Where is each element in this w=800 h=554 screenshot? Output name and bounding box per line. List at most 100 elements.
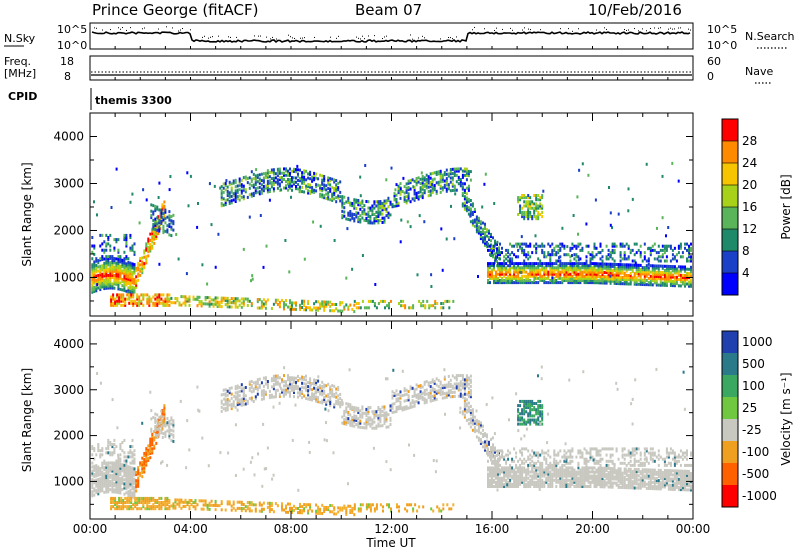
radar-cell [303,182,306,186]
radar-cell [373,507,376,511]
radar-cell [232,181,235,185]
radar-cell [156,498,159,502]
radar-cell [95,266,98,270]
radar-cell [103,240,106,244]
radar-cell [244,505,247,509]
radar-cell [491,272,493,276]
radar-cell [313,171,316,175]
radar-cell [393,204,396,208]
radar-cell [669,284,672,287]
radar-cell [170,504,173,508]
radar-cell [381,413,384,417]
radar-cell [220,409,223,413]
radar-cell [533,213,536,216]
radar-cell [115,265,118,269]
radar-cell [484,235,486,239]
radar-cell [583,274,586,278]
radar-cell [539,264,542,268]
radar-cell [150,297,153,301]
radar-cell [99,275,102,279]
radar-cell [631,276,634,280]
radar-cell [645,162,648,166]
radar-cell [137,272,140,276]
radar-cell [295,387,297,390]
radar-cell [367,418,370,422]
radar-cell [375,412,378,416]
radar-cell [533,274,536,278]
radar-cell [107,438,110,442]
radar-cell [146,501,149,504]
radar-cell [367,505,370,509]
radar-cell [469,178,472,182]
radar-cell [305,388,308,392]
radar-cell [260,306,263,310]
radar-cell [484,243,486,247]
radar-cell [323,302,326,306]
radar-cell [625,265,628,269]
radar-cell [533,272,536,276]
radar-cell [484,222,486,226]
radar-cell [443,377,446,381]
radar-cell [415,395,418,399]
radar-cell [621,263,624,267]
radar-cell [99,483,102,487]
radar-cell [681,278,684,282]
radar-cell [671,267,674,271]
radar-cell [361,405,364,409]
radar-cell [511,244,514,248]
radar-cell [531,202,534,206]
radar-cell [567,276,570,280]
radar-cell [162,423,165,427]
radar-cell [430,304,433,308]
radar-cell [158,416,161,420]
radar-cell [543,251,546,255]
radar-cell [95,278,98,282]
radar-cell [315,509,318,513]
radar-cell [184,299,187,303]
radar-cell [109,269,112,273]
radar-cell [585,268,588,272]
radar-cell [222,197,225,201]
radar-cell [329,385,332,389]
radar-cell [189,174,192,178]
radar-cell [224,198,227,202]
radar-cell [176,299,179,303]
radar-cell [373,219,376,223]
radar-cell [234,197,237,201]
radar-cell [111,257,114,261]
radar-cell [684,267,686,271]
radar-cell [248,503,251,507]
radar-cell [152,496,155,500]
radar-cell [577,268,580,272]
radar-cell [447,187,450,191]
radar-cell [359,419,362,423]
radar-cell [111,482,114,485]
radar-cell [260,507,263,511]
radar-cell [281,378,283,382]
radar-cell [260,183,263,187]
radar-cell [140,501,143,504]
radar-cell [133,492,136,496]
radar-cell [439,174,442,177]
noise-search-point [126,29,127,31]
radar-cell [553,270,556,274]
radar-cell [119,468,122,472]
noise-search-point [144,27,145,29]
radar-cell [493,281,495,285]
radar-cell [325,300,328,304]
radar-cell [461,182,464,186]
radar-cell [127,483,130,487]
radar-cell [367,212,370,216]
radar-cell [503,255,506,259]
radar-cell [262,172,265,176]
radar-cell [561,276,564,280]
radar-cell [527,253,530,257]
radar-cell [441,268,444,272]
radar-cell [635,276,638,280]
radar-cell [113,280,116,284]
radar-cell [484,233,486,237]
radar-cell [150,498,153,502]
radar-cell [114,301,117,305]
radar-cell [268,501,271,505]
